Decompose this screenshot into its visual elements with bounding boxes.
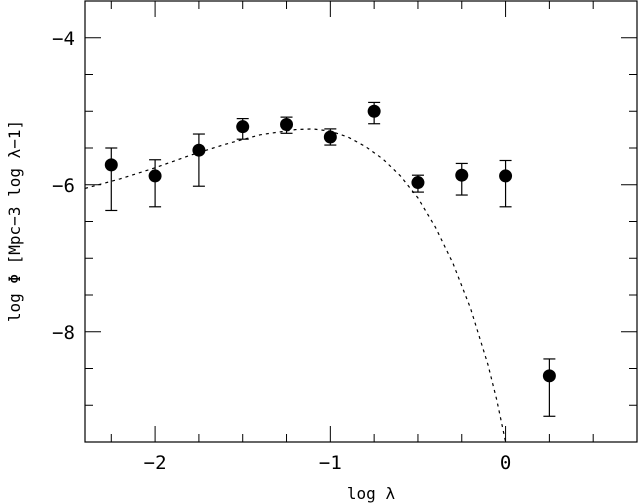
y-tick-label: −4 — [52, 28, 75, 50]
data-points-layer — [104, 101, 556, 417]
data-point-group — [499, 159, 513, 208]
model-curve — [84, 128, 507, 443]
model-curve-layer — [84, 128, 507, 443]
data-point — [455, 168, 469, 182]
data-point-group — [192, 133, 206, 187]
tick-labels: −2 −1 0 −4 −6 −8 — [52, 28, 511, 474]
data-point-group — [104, 147, 118, 212]
data-point — [499, 169, 513, 183]
data-point — [104, 158, 118, 172]
x-tick-label: 0 — [500, 452, 511, 474]
data-point-group — [367, 101, 381, 125]
data-point-group — [542, 358, 556, 417]
data-point — [367, 104, 381, 118]
data-point — [323, 130, 337, 144]
data-point — [236, 120, 250, 134]
data-point — [280, 117, 294, 131]
y-tick-label: −8 — [52, 322, 75, 344]
x-axis-label: log λ — [347, 484, 396, 503]
data-point-group — [280, 116, 294, 134]
data-point-group — [236, 117, 250, 140]
x-tick-label: −2 — [144, 452, 167, 474]
plot-frame — [84, 0, 638, 443]
x-tick-label: −1 — [319, 452, 342, 474]
data-point — [542, 369, 556, 383]
data-point-group — [455, 162, 469, 196]
data-point — [411, 176, 425, 190]
y-tick-label: −6 — [52, 175, 75, 197]
data-point — [192, 143, 206, 157]
data-point — [148, 169, 162, 183]
data-point-group — [323, 128, 337, 146]
axis-ticks — [85, 0, 638, 443]
y-axis-label: log Φ [Mpc−3 log λ−1] — [5, 120, 24, 322]
data-point-group — [411, 174, 425, 193]
data-point-group — [148, 159, 162, 208]
